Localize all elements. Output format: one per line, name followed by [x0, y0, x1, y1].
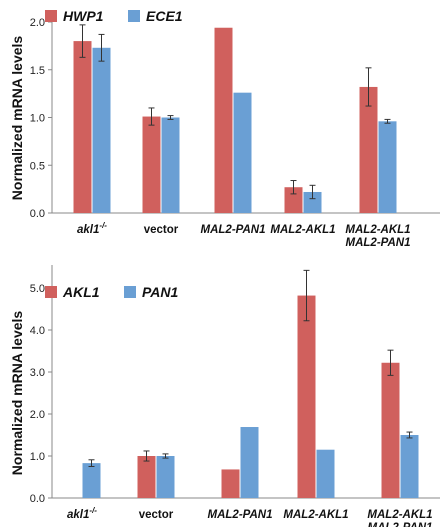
bar-akl1	[381, 362, 400, 498]
legend-label: PAN1	[142, 284, 179, 300]
error-bar	[167, 115, 174, 120]
y-tick-label: 2.0	[30, 409, 45, 421]
bar-hwp1	[73, 41, 92, 213]
error-bar	[79, 24, 86, 58]
legend-swatch	[45, 10, 57, 22]
legend-label: ECE1	[146, 8, 183, 24]
bar-hwp1	[284, 187, 303, 213]
bar-akl1	[221, 469, 240, 498]
bar-ece1	[303, 191, 322, 213]
bar-akl1	[137, 456, 156, 498]
y-tick-label: 0.0	[30, 208, 45, 220]
legend-label: HWP1	[63, 8, 104, 24]
y-tick-label: 1.0	[30, 451, 45, 463]
y-tick-label: 0.5	[30, 160, 45, 172]
error-bar	[387, 349, 394, 376]
bar-hwp1	[142, 116, 161, 213]
x-category-label: akl1-/-	[77, 221, 107, 236]
y-tick-label: 2.0	[30, 17, 45, 29]
chart-1: 0.0 0.5 1.0 1.5 2.0 Normalized mRNA levels HWP…	[9, 8, 440, 249]
y-tick-label: 0.0	[30, 493, 45, 505]
legend-label: AKL1	[62, 284, 100, 300]
error-bar	[365, 67, 372, 107]
legend-swatch	[124, 286, 136, 298]
error-bar	[303, 269, 310, 322]
bar-ece1	[92, 47, 111, 213]
bar-pan1	[400, 435, 419, 498]
bar-akl1	[297, 295, 316, 498]
bar-ece1	[378, 121, 397, 213]
bar-ece1	[161, 117, 180, 213]
error-bar	[88, 459, 95, 467]
y-tick-label: 4.0	[30, 325, 45, 337]
error-bar	[148, 107, 155, 126]
y-tick-label: 1.0	[30, 113, 45, 125]
bar-hwp1	[214, 27, 233, 214]
x-category-label: MAL2-PAN1	[201, 224, 266, 236]
bar-pan1	[156, 456, 175, 498]
error-bar	[143, 450, 150, 462]
error-bar	[98, 33, 105, 62]
chart-2: 0.0 1.0 2.0 3.0 4.0 5.0 Normalized mRNA levels…	[9, 265, 440, 527]
y-tick-label: 5.0	[30, 283, 45, 295]
x-category-label: vector	[139, 509, 174, 521]
bar-pan1	[82, 463, 101, 498]
x-category-label: MAL2-AKL1	[270, 224, 335, 236]
error-bar	[309, 184, 316, 200]
x-category-label: MAL2-PAN1	[208, 509, 273, 521]
bar-pan1	[240, 427, 259, 498]
legend-swatch	[45, 286, 57, 298]
error-bar	[162, 453, 169, 459]
bar-pan1	[316, 449, 335, 498]
y-tick-label: 3.0	[30, 367, 45, 379]
x-category-label: akl1-/-	[67, 506, 97, 521]
bar-ece1	[233, 92, 252, 213]
bar-hwp1	[359, 86, 378, 213]
error-bar	[290, 180, 297, 195]
x-category-label: MAL2-AKL1	[283, 509, 348, 521]
x-category-label: vector	[144, 224, 179, 236]
y-axis-label: Normalized mRNA levels	[9, 36, 25, 201]
y-axis-label: Normalized mRNA levels	[9, 311, 25, 476]
legend-swatch	[128, 10, 140, 22]
y-tick-label: 1.5	[30, 65, 45, 77]
error-bar	[384, 118, 391, 124]
error-bar	[406, 431, 413, 439]
